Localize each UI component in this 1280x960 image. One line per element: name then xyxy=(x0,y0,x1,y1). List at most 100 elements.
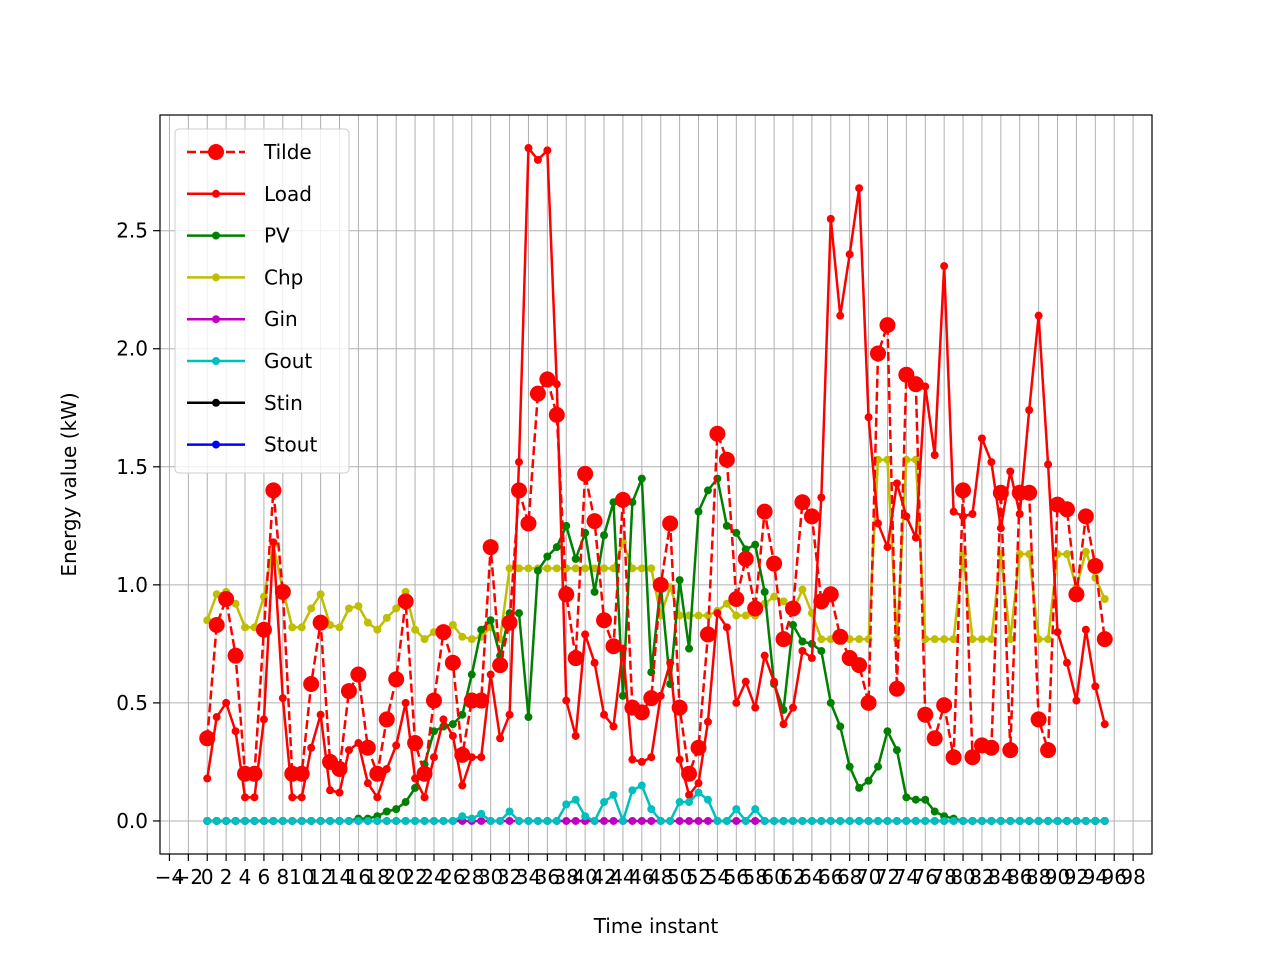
data-point-chp xyxy=(817,635,826,644)
data-point-tilde xyxy=(643,690,660,707)
data-point-gout xyxy=(666,816,675,825)
data-point-load xyxy=(543,146,552,155)
data-point-gout xyxy=(496,816,505,825)
data-point-tilde xyxy=(794,494,811,511)
data-point-load xyxy=(722,623,731,632)
data-point-chp xyxy=(637,564,646,573)
data-point-chp xyxy=(316,590,325,599)
data-point-tilde xyxy=(1040,742,1057,759)
data-point-pv xyxy=(477,625,486,634)
data-point-gout xyxy=(515,816,524,825)
data-point-load xyxy=(779,720,788,729)
data-point-chp xyxy=(732,611,741,620)
data-point-chp xyxy=(467,635,476,644)
data-point-load xyxy=(335,788,344,797)
legend-item-stin: Stin xyxy=(187,391,303,415)
data-point-pv xyxy=(524,713,533,722)
data-point-gout xyxy=(987,816,996,825)
data-point-load xyxy=(930,450,939,459)
x-tick-label: 50 xyxy=(667,865,692,889)
x-tick-label: 28 xyxy=(459,865,484,889)
data-point-gout xyxy=(288,816,297,825)
data-point-pv xyxy=(883,727,892,736)
data-point-tilde xyxy=(775,631,792,648)
data-point-pv xyxy=(760,587,769,596)
plot-frame xyxy=(159,114,1153,855)
data-point-tilde xyxy=(614,491,631,508)
data-point-load xyxy=(968,510,977,519)
x-tick-label: 84 xyxy=(988,865,1013,889)
x-tick-label: 94 xyxy=(1083,865,1108,889)
data-point-gout xyxy=(959,816,968,825)
legend-item-chp: Chp xyxy=(187,265,303,289)
data-point-gout xyxy=(722,816,731,825)
data-point-tilde xyxy=(822,586,839,603)
data-point-chp xyxy=(354,602,363,611)
data-point-tilde xyxy=(756,503,773,520)
data-point-pv xyxy=(515,609,524,618)
x-tick-label: 8 xyxy=(276,865,289,889)
data-point-gout xyxy=(1034,816,1043,825)
data-point-load xyxy=(732,698,741,707)
data-point-gout xyxy=(373,816,382,825)
data-point-tilde xyxy=(1058,501,1075,518)
data-point-chp xyxy=(448,620,457,629)
data-point-tilde xyxy=(1096,631,1113,648)
data-point-tilde xyxy=(926,730,943,747)
y-tick-label: 0.0 xyxy=(116,809,148,833)
x-tick-label: 30 xyxy=(478,865,503,889)
data-point-gout xyxy=(628,786,637,795)
data-point-gout xyxy=(439,816,448,825)
data-point-tilde xyxy=(378,711,395,728)
data-point-load xyxy=(231,727,240,736)
data-point-tilde xyxy=(870,345,887,362)
legend-item-pv: PV xyxy=(187,224,290,248)
data-point-pv xyxy=(694,507,703,516)
data-point-load xyxy=(401,698,410,707)
data-point-pv xyxy=(911,795,920,804)
data-point-tilde xyxy=(558,586,575,603)
data-point-gout xyxy=(1072,816,1081,825)
data-point-tilde xyxy=(907,376,924,393)
data-point-chp xyxy=(940,635,949,644)
data-point-load xyxy=(562,696,571,705)
data-point-pv xyxy=(703,486,712,495)
data-point-tilde xyxy=(633,704,650,721)
data-point-load xyxy=(241,793,250,802)
data-point-gin xyxy=(477,816,486,825)
data-point-load xyxy=(855,184,864,193)
data-point-gout xyxy=(571,795,580,804)
data-point-tilde xyxy=(567,650,584,667)
data-point-load xyxy=(647,753,656,762)
data-point-tilde xyxy=(350,666,367,683)
x-tick-label: 16 xyxy=(346,865,371,889)
data-point-load xyxy=(326,786,335,795)
data-point-load xyxy=(515,458,524,467)
data-point-load xyxy=(533,155,542,164)
data-point-gout xyxy=(316,816,325,825)
data-point-gout xyxy=(864,816,873,825)
data-point-tilde xyxy=(747,600,764,617)
data-point-gout xyxy=(675,798,684,807)
data-point-gout xyxy=(807,816,816,825)
data-point-gout xyxy=(600,798,609,807)
data-point-tilde xyxy=(425,692,442,709)
data-point-gout xyxy=(1081,816,1090,825)
data-point-load xyxy=(1044,460,1053,469)
data-point-gout xyxy=(1062,816,1071,825)
data-point-pv xyxy=(458,710,467,719)
data-point-tilde xyxy=(596,612,613,629)
data-point-gout xyxy=(326,816,335,825)
data-point-tilde xyxy=(303,676,320,693)
x-tick-label: 20 xyxy=(383,865,408,889)
data-point-load xyxy=(212,713,221,722)
data-point-gout xyxy=(524,816,533,825)
data-point-load xyxy=(1034,311,1043,320)
data-point-gin xyxy=(675,816,684,825)
data-point-tilde xyxy=(605,638,622,655)
data-point-load xyxy=(760,651,769,660)
data-point-chp xyxy=(505,564,514,573)
data-point-pv xyxy=(637,474,646,483)
legend-swatch-marker xyxy=(212,357,220,365)
data-point-load xyxy=(685,790,694,799)
